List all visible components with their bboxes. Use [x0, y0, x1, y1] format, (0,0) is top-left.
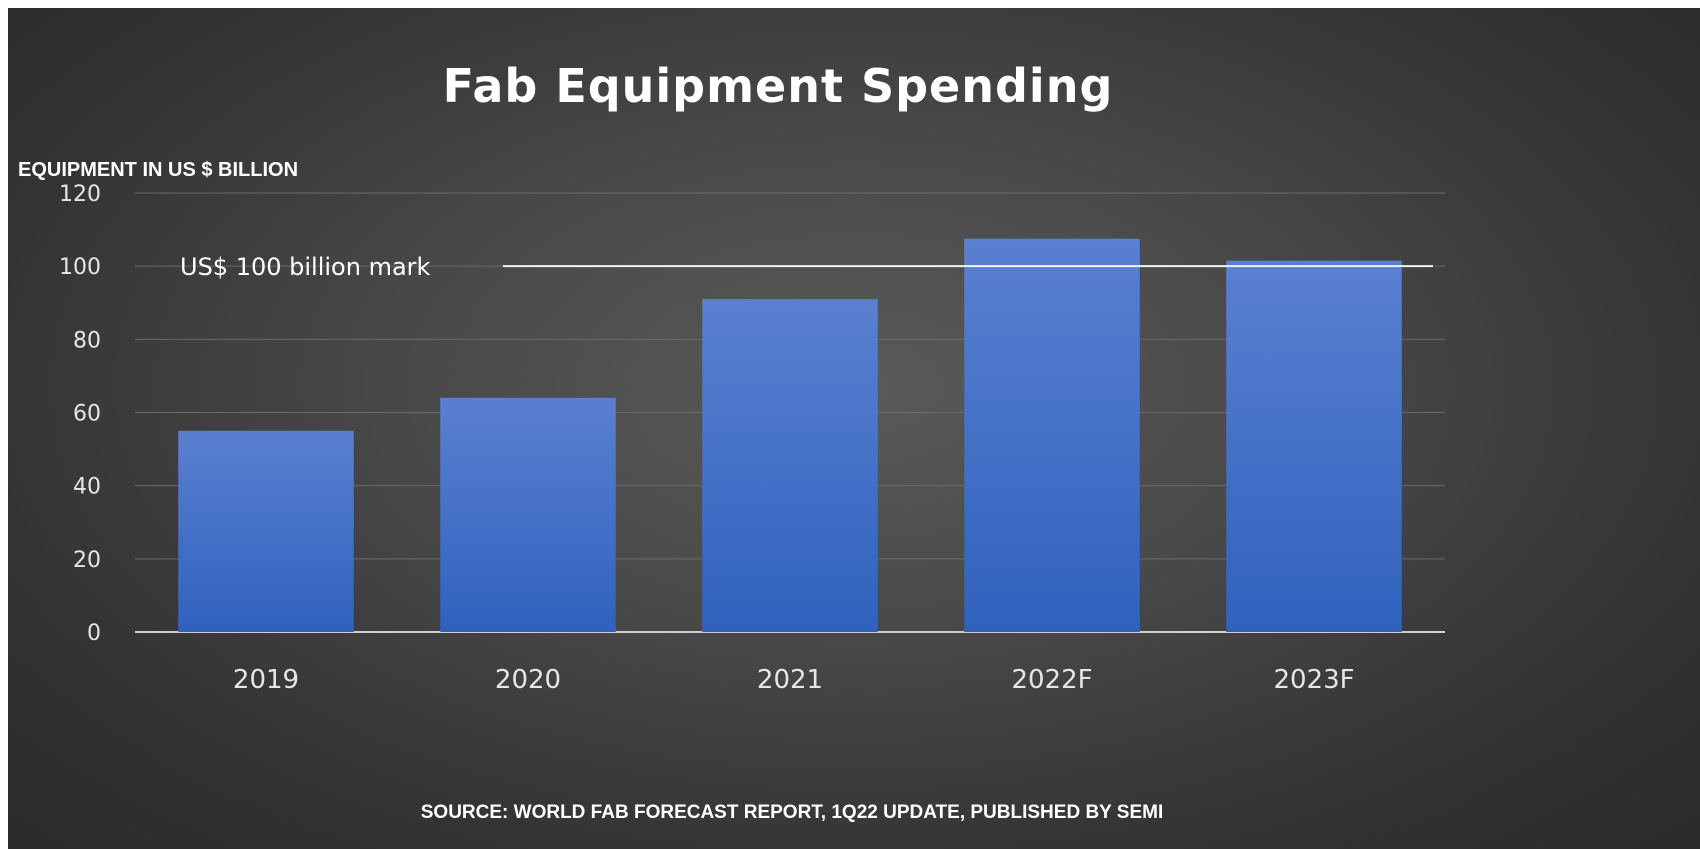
- y-tick-label: 20: [73, 548, 101, 573]
- reference-line-label: US$ 100 billion mark: [180, 253, 431, 281]
- bar-2023f: [1226, 260, 1402, 632]
- annotation: US$ 100 billion mark: [180, 253, 1433, 281]
- y-tick-label: 60: [73, 402, 101, 427]
- chart-frame: Fab Equipment Spending EQUIPMENT IN US $…: [8, 8, 1700, 849]
- x-tick-label: 2022F: [1011, 665, 1092, 695]
- y-tick-labels: 0 20 40 60 80 100 120: [59, 182, 101, 646]
- y-axis-label: EQUIPMENT IN US $ BILLION: [18, 159, 298, 181]
- y-tick-label: 40: [73, 475, 101, 500]
- y-tick-label: 80: [73, 328, 101, 353]
- source-note: SOURCE: WORLD FAB FORECAST REPORT, 1Q22 …: [421, 802, 1163, 823]
- x-tick-label: 2021: [757, 665, 823, 695]
- x-tick-label: 2019: [233, 665, 299, 695]
- y-tick-label: 0: [87, 621, 101, 646]
- bar-2019: [178, 430, 354, 632]
- y-tick-label: 100: [59, 255, 101, 280]
- x-tick-labels: 2019 2020 2021 2022F 2023F: [233, 665, 1355, 695]
- bar-2022f: [964, 238, 1140, 632]
- bars: [178, 238, 1402, 632]
- chart-title: Fab Equipment Spending: [443, 59, 1114, 113]
- bar-chart: Fab Equipment Spending EQUIPMENT IN US $…: [18, 59, 1445, 823]
- x-tick-label: 2023F: [1273, 665, 1354, 695]
- x-tick-label: 2020: [495, 665, 561, 695]
- bar-2021: [702, 299, 878, 632]
- bar-2020: [440, 397, 616, 632]
- y-tick-label: 120: [59, 182, 101, 207]
